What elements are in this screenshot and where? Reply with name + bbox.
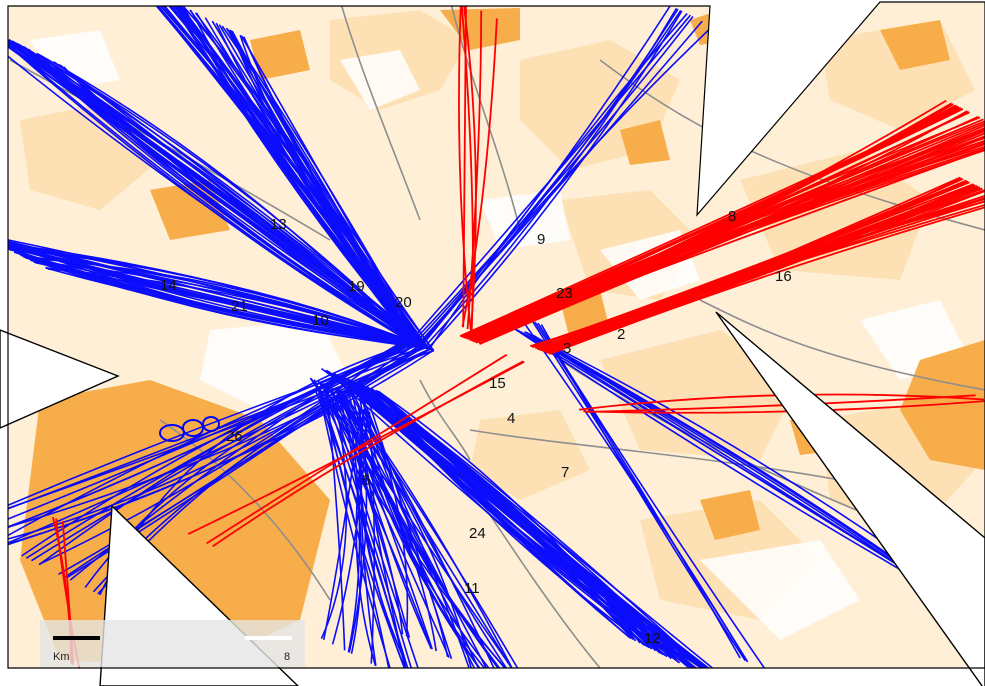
flight-track: [8, 339, 408, 538]
point-label-8: 8: [728, 208, 736, 225]
flight-track: [243, 36, 423, 347]
point-label-16: 16: [775, 268, 792, 285]
flight-track: [368, 411, 376, 664]
flight-track: [537, 322, 768, 668]
flight-track: [374, 389, 679, 663]
flight-track: [330, 396, 427, 668]
point-label-26: 26: [226, 428, 243, 445]
flight-track: [8, 342, 416, 534]
point-label-21: 21: [231, 298, 248, 315]
point-label-14: 14: [160, 277, 177, 294]
flight-track: [167, 2, 412, 342]
flight-track: [31, 342, 416, 562]
flight-track: [359, 409, 412, 668]
flight-track: [325, 394, 418, 668]
flight-track: [531, 320, 749, 663]
flight-track: [8, 30, 407, 341]
flight-track: [412, 16, 694, 343]
flight-track: [421, 25, 714, 347]
flight-track: [221, 25, 410, 341]
flight-track: [549, 200, 985, 355]
flight-track: [460, 108, 964, 338]
flight-track: [53, 61, 420, 346]
flight-track: [180, 5, 422, 346]
flight-track: [8, 229, 411, 343]
flight-track: [20, 254, 417, 345]
flight-track: [466, 137, 985, 340]
blue-holding-loops: [159, 416, 220, 442]
red-flight-tracks: [52, 2, 985, 668]
flight-track: [414, 9, 682, 344]
flight-track: [12, 40, 413, 343]
point-label-19: 19: [348, 278, 365, 295]
flight-track: [8, 342, 418, 544]
point-label-9: 9: [537, 231, 545, 248]
flight-track: [534, 321, 741, 659]
open-areas: [30, 30, 970, 640]
flight-track: [348, 407, 368, 653]
flight-track: [326, 395, 346, 651]
flight-track: [356, 382, 648, 648]
flight-track: [540, 183, 974, 352]
point-label-3: 3: [563, 340, 571, 357]
point-label-6: 6: [362, 472, 370, 489]
flight-track: [333, 372, 661, 654]
flight-track: [583, 400, 985, 414]
flight-track: [8, 11, 416, 344]
point-label-15: 15: [489, 375, 506, 392]
flight-track: [19, 44, 414, 343]
flight-track: [428, 13, 688, 350]
flight-track: [320, 397, 348, 640]
flight-track: [543, 196, 985, 353]
flight-track: [458, 2, 472, 331]
flight-track: [175, 2, 419, 345]
measurement-points: 2 3 4 6 7 8 9 10 11 12 13 14 15 16 19 20…: [160, 208, 792, 647]
flight-track: [318, 391, 393, 668]
point-label-7: 7: [561, 464, 569, 481]
scale-right-label: 8: [284, 651, 290, 663]
flight-track: [189, 9, 426, 348]
flight-track: [8, 345, 425, 537]
flight-track: [320, 382, 536, 668]
map-frame: [7, 1, 985, 669]
point-label-10: 10: [312, 312, 329, 329]
flight-track: [346, 402, 361, 653]
point-label-13: 13: [270, 216, 287, 233]
flight-track: [339, 400, 362, 654]
point-label-12: 12: [644, 630, 661, 647]
flight-track: [318, 391, 391, 668]
point-label-4: 4: [507, 410, 515, 427]
flight-track: [23, 46, 430, 350]
scale-unit-label: Km: [53, 651, 70, 663]
point-label-11: 11: [464, 580, 480, 597]
point-label-24: 24: [469, 525, 486, 542]
flight-track: [548, 187, 983, 355]
flight-track: [476, 126, 985, 344]
flight-track: [461, 18, 498, 328]
scale-bar: Km 8: [40, 620, 305, 667]
flight-track: [325, 384, 536, 668]
flight-track: [462, 2, 477, 331]
flight-track: [48, 268, 408, 341]
flight-track: [8, 245, 424, 348]
flight-track: [187, 360, 525, 535]
flight-track: [341, 390, 519, 668]
flight-track: [37, 53, 410, 342]
flight-track: [462, 2, 467, 328]
flight-track: [313, 379, 432, 649]
flight-track: [462, 133, 985, 339]
flight-track: [322, 408, 362, 641]
flight-track: [240, 35, 420, 345]
flight-track: [319, 391, 414, 668]
point-label-2: 2: [617, 326, 625, 343]
flight-track: [460, 2, 474, 331]
point-label-20: 20: [395, 294, 412, 311]
point-label-23: 23: [556, 285, 573, 302]
flight-track: [60, 64, 417, 345]
